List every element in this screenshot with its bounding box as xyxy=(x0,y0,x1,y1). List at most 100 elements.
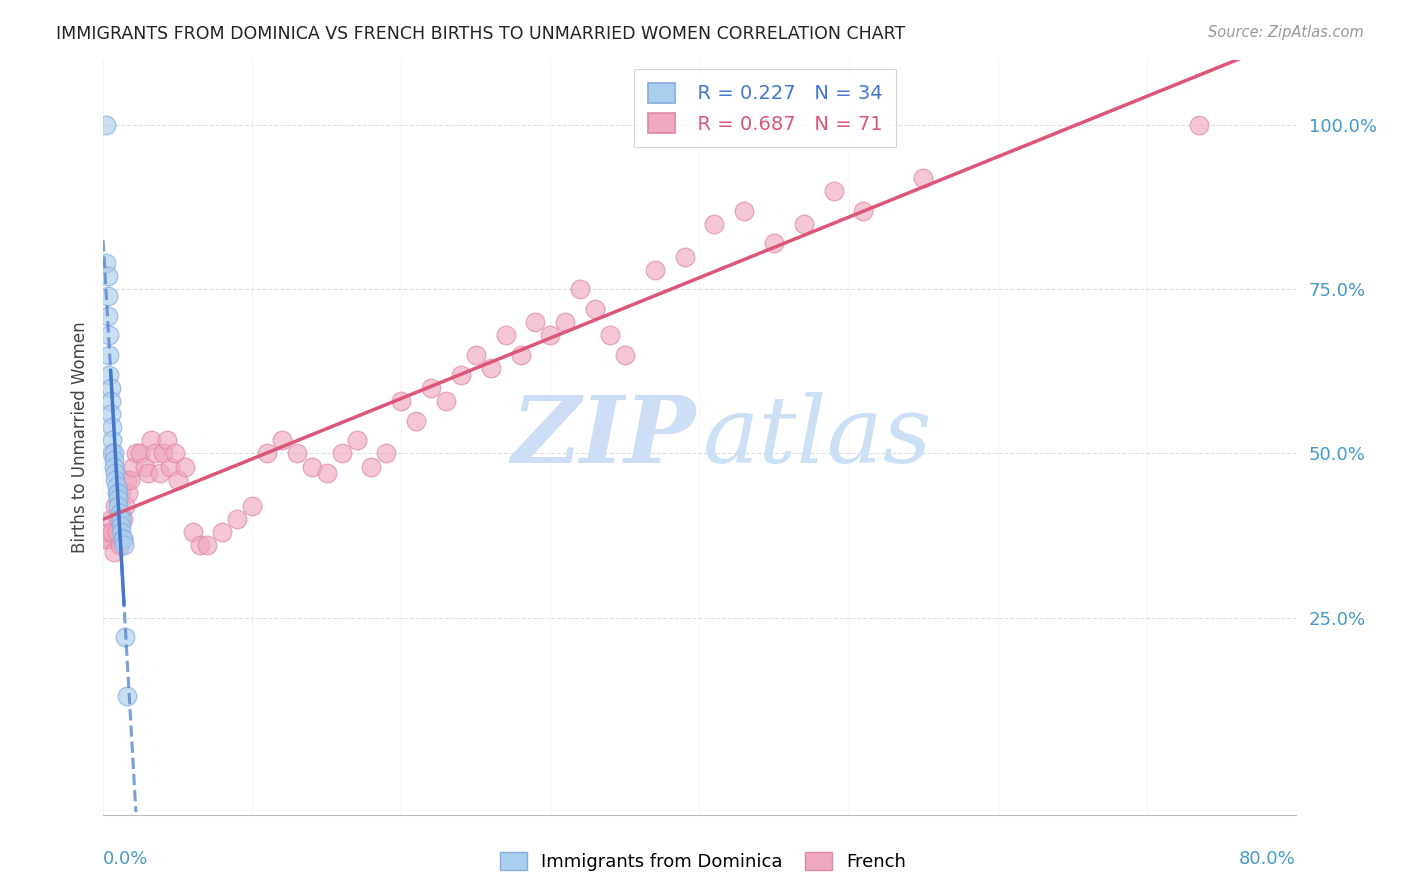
Point xyxy=(479,361,502,376)
Point xyxy=(159,459,181,474)
Point xyxy=(105,525,128,540)
Point xyxy=(240,499,263,513)
Point xyxy=(110,512,132,526)
Point xyxy=(111,532,134,546)
Point xyxy=(285,446,308,460)
Point xyxy=(101,420,124,434)
Point xyxy=(100,381,122,395)
Point xyxy=(97,289,120,303)
Point xyxy=(94,256,117,270)
Text: IMMIGRANTS FROM DOMINICA VS FRENCH BIRTHS TO UNMARRIED WOMEN CORRELATION CHART: IMMIGRANTS FROM DOMINICA VS FRENCH BIRTH… xyxy=(56,25,905,43)
Point xyxy=(174,459,197,474)
Point xyxy=(271,434,294,448)
Point xyxy=(111,532,134,546)
Point xyxy=(110,518,132,533)
Point xyxy=(98,348,121,362)
Point xyxy=(97,269,120,284)
Point xyxy=(104,499,127,513)
Point xyxy=(110,525,132,540)
Point xyxy=(464,348,486,362)
Point xyxy=(98,368,121,382)
Point xyxy=(912,170,935,185)
Point xyxy=(118,473,141,487)
Point xyxy=(107,499,129,513)
Point xyxy=(107,486,129,500)
Point xyxy=(115,473,138,487)
Point xyxy=(108,538,131,552)
Point xyxy=(1188,118,1211,132)
Point xyxy=(181,525,204,540)
Point xyxy=(104,466,127,480)
Point xyxy=(136,466,159,480)
Text: 0.0%: 0.0% xyxy=(103,850,149,868)
Point xyxy=(793,217,815,231)
Point xyxy=(101,434,124,448)
Point xyxy=(673,250,696,264)
Text: 80.0%: 80.0% xyxy=(1239,850,1296,868)
Point xyxy=(330,446,353,460)
Point xyxy=(226,512,249,526)
Point xyxy=(509,348,531,362)
Point xyxy=(94,532,117,546)
Point xyxy=(360,459,382,474)
Point xyxy=(107,512,129,526)
Point xyxy=(125,446,148,460)
Point xyxy=(122,459,145,474)
Point xyxy=(101,525,124,540)
Point xyxy=(554,315,576,329)
Text: Source: ZipAtlas.com: Source: ZipAtlas.com xyxy=(1208,25,1364,40)
Point xyxy=(98,328,121,343)
Point xyxy=(104,473,127,487)
Point xyxy=(143,446,166,460)
Text: atlas: atlas xyxy=(703,392,932,482)
Point xyxy=(107,492,129,507)
Point xyxy=(139,434,162,448)
Point xyxy=(105,479,128,493)
Point xyxy=(375,446,398,460)
Point xyxy=(108,512,131,526)
Point xyxy=(524,315,547,329)
Point xyxy=(149,466,172,480)
Point xyxy=(644,262,666,277)
Point xyxy=(111,512,134,526)
Point xyxy=(346,434,368,448)
Point xyxy=(852,203,875,218)
Point xyxy=(583,301,606,316)
Point xyxy=(98,525,121,540)
Point xyxy=(420,381,443,395)
Point xyxy=(103,446,125,460)
Point xyxy=(103,459,125,474)
Point xyxy=(105,486,128,500)
Point xyxy=(117,486,139,500)
Point xyxy=(100,512,122,526)
Legend: Immigrants from Dominica, French: Immigrants from Dominica, French xyxy=(492,846,914,879)
Point xyxy=(434,394,457,409)
Point xyxy=(166,473,188,487)
Point xyxy=(115,690,138,704)
Point xyxy=(114,630,136,644)
Legend:   R = 0.227   N = 34,   R = 0.687   N = 71: R = 0.227 N = 34, R = 0.687 N = 71 xyxy=(634,70,896,147)
Point xyxy=(152,446,174,460)
Point xyxy=(211,525,233,540)
Point xyxy=(114,499,136,513)
Point xyxy=(405,414,427,428)
Point xyxy=(823,184,845,198)
Point xyxy=(256,446,278,460)
Point xyxy=(762,236,785,251)
Point xyxy=(599,328,621,343)
Point xyxy=(97,532,120,546)
Point xyxy=(315,466,337,480)
Point xyxy=(569,282,592,296)
Point xyxy=(389,394,412,409)
Point xyxy=(613,348,636,362)
Point xyxy=(197,538,219,552)
Text: ZIP: ZIP xyxy=(512,392,696,482)
Point xyxy=(301,459,323,474)
Point xyxy=(134,459,156,474)
Point xyxy=(156,434,179,448)
Point xyxy=(112,538,135,552)
Point xyxy=(97,309,120,323)
Point xyxy=(495,328,517,343)
Point xyxy=(538,328,561,343)
Point xyxy=(108,506,131,520)
